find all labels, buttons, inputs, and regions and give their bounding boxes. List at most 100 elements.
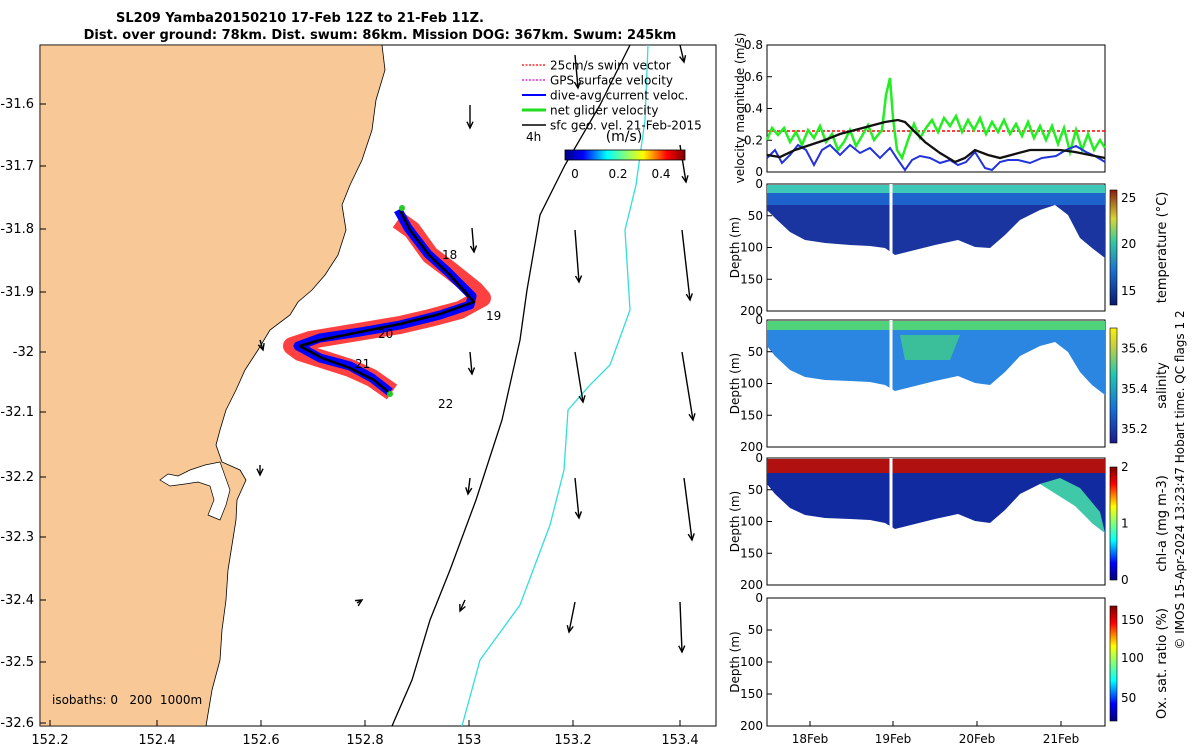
geo-arrow-head [467, 367, 476, 376]
oxygen-panel [766, 597, 1106, 727]
title-line-1: SL209 Yamba20150210 17-Feb 12Z to 21-Feb… [116, 11, 484, 26]
legend-swim-label: 25cm/s swim vector [550, 59, 671, 73]
geo-velocity-arrows [256, 45, 696, 654]
oxygen-frame [766, 597, 1106, 727]
depth-ylabel: Depth (m) [728, 491, 742, 552]
depth-y-tick-label: 100 [740, 655, 763, 669]
colorbar-label: chl-a (mg m-3) [1155, 475, 1170, 572]
temperature-colorbar [1109, 189, 1118, 306]
geo-arrow [679, 601, 683, 653]
colorbar-tick-label: 150 [1121, 613, 1144, 627]
velocity-y-tick-label: 0.4 [744, 102, 763, 116]
estuary [159, 461, 231, 521]
depth-y-tick-label: 50 [748, 623, 763, 637]
legend-gps-label: GPS surface velocity [550, 74, 673, 88]
colorbar-tick-label: 35.6 [1121, 342, 1148, 356]
glider-track [283, 205, 491, 400]
map-y-tick-label: -31.6 [0, 97, 34, 112]
geo-arrow-head [687, 533, 695, 542]
geo-arrow-head [465, 487, 473, 496]
geo-arrow-head [573, 81, 582, 90]
isobaths-label: isobaths: 0 200 1000m [52, 693, 202, 707]
legend-net-label: net glider velocity [550, 104, 658, 118]
time-axis: 18Feb 19Feb 20Feb 21Feb [792, 721, 1080, 746]
geo-arrow-head [681, 175, 689, 184]
map-y-tick-label: -31.7 [0, 159, 34, 174]
oxygen-colorbar [1109, 605, 1118, 722]
footer-credit: © IMOS 15-Apr-2024 13:23:47 Hobart time.… [1173, 310, 1187, 649]
geo-arrow [568, 601, 576, 633]
geo-arrow [574, 54, 579, 89]
depth-y-tick-label: 100 [740, 377, 763, 391]
velocity-ylabel: velocity magnitude (m/s) [733, 33, 747, 184]
velocity-y-tick-label: 0.2 [744, 133, 763, 147]
geo-arrow-head [574, 511, 583, 520]
colorbar-tick-label: 1 [1121, 517, 1129, 531]
map-y-tick-label: -32.3 [0, 530, 34, 545]
legend-geo-label: sfc geo. vel. 21-Feb-2015 [550, 119, 702, 133]
depth-ylabel: Depth (m) [728, 217, 742, 278]
geo-arrow [259, 339, 264, 351]
depth-y-tick-label: 50 [748, 483, 763, 497]
day-label-22: 22 [438, 397, 453, 411]
time-tick-label: 20Feb [959, 732, 996, 746]
depth-y-tick-label: 50 [748, 209, 763, 223]
velocity-frame [766, 44, 1106, 173]
colorbar-label: temperature (°C) [1155, 192, 1170, 304]
day-label-18: 18 [442, 248, 457, 262]
current-velocity-line [766, 143, 1106, 172]
geo-arrow [681, 229, 691, 301]
map-y-tick-label: -32 [13, 345, 34, 360]
depth-y-tick-label: 150 [740, 272, 763, 286]
colorbar-tick-label: 25 [1121, 191, 1136, 205]
colorbar-tick-label: 35.4 [1121, 382, 1148, 396]
depth-y-tick-label: 50 [748, 345, 763, 359]
chl-deep-patch [1040, 478, 1105, 533]
depth-y-tick-label: 200 [740, 440, 763, 454]
geo-arrow [574, 229, 580, 283]
colorbar-tick-label: 20 [1121, 237, 1136, 251]
geo-arrow [467, 477, 471, 495]
map-x-tick-label: 152.2 [31, 733, 68, 748]
colorbar-tick-1: 0.2 [608, 167, 627, 181]
chl-colorbar [1109, 466, 1118, 581]
map-y-tick-label: -32.1 [0, 405, 34, 420]
map-x-tick-label: 152.8 [346, 733, 383, 748]
depth-y-tick-label: 0 [755, 313, 763, 327]
map-y-tick-label: -31.9 [0, 285, 34, 300]
net-glider-black-line [766, 118, 1106, 164]
geo-arrow-head [257, 342, 265, 352]
depth-y-tick-label: 0 [755, 591, 763, 605]
geo-arrow-head [469, 245, 478, 254]
depth-y-tick-label: 200 [740, 578, 763, 592]
land-mass [40, 45, 386, 726]
depth-y-tick-label: 0 [755, 451, 763, 465]
depth-y-tick-label: 0 [755, 177, 763, 191]
salinity-panel [766, 319, 1106, 448]
map-x-tick-label: 152.6 [242, 733, 279, 748]
geo-arrow-head [566, 625, 574, 634]
geo-arrow-head [354, 599, 364, 607]
time-tick-label: 19Feb [875, 732, 912, 746]
time-tick-label: 21Feb [1043, 732, 1080, 746]
depth-axes: 0 50 100 150 200 Depth (m) 0 50 100 150 200 Depth (… [728, 177, 772, 733]
geo-arrow [469, 351, 473, 375]
chl-surface-layer [767, 459, 1105, 473]
colorbar-tick-label: 0 [1121, 573, 1129, 587]
colorbar-tick-0: 0 [571, 167, 579, 181]
salinity-colorbar [1109, 327, 1118, 444]
depth-ylabel: Depth (m) [728, 631, 742, 692]
geo-arrow-head [574, 275, 583, 284]
colorbar-tick-label: 15 [1121, 284, 1136, 298]
time-tick-label: 18Feb [792, 732, 829, 746]
colorbar-label: Ox. sat. ratio (%) [1155, 608, 1170, 719]
velocity-y-tick-label: 0.6 [744, 70, 763, 84]
depth-y-tick-label: 150 [740, 687, 763, 701]
colorbar-unit: (m/s) [606, 129, 643, 145]
day-label-21: 21 [355, 357, 370, 371]
geo-arrow [683, 477, 693, 541]
depth-ylabel: Depth (m) [728, 353, 742, 414]
legend-interval: 4h [526, 130, 541, 144]
